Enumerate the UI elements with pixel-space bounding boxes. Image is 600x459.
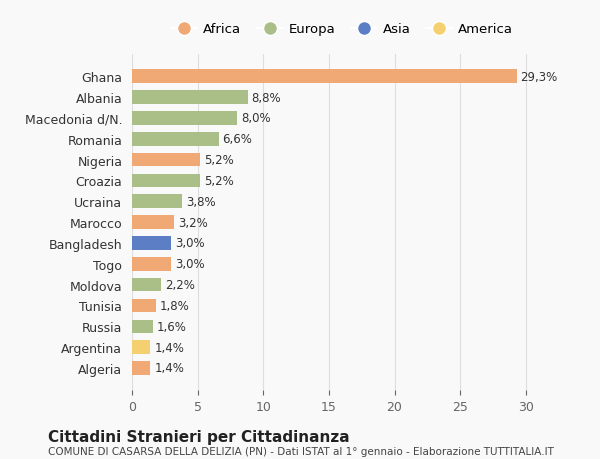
- Bar: [132, 237, 172, 250]
- Text: 1,4%: 1,4%: [154, 362, 184, 375]
- Text: 3,0%: 3,0%: [175, 237, 205, 250]
- Text: 3,2%: 3,2%: [178, 216, 208, 229]
- Bar: [132, 133, 218, 146]
- Bar: [132, 91, 248, 105]
- Text: 2,2%: 2,2%: [165, 279, 194, 291]
- Bar: [132, 361, 151, 375]
- Text: 3,8%: 3,8%: [186, 196, 215, 208]
- Bar: [132, 216, 174, 230]
- Text: 29,3%: 29,3%: [521, 71, 558, 84]
- Text: 8,0%: 8,0%: [241, 112, 271, 125]
- Bar: [132, 195, 182, 208]
- Text: 3,0%: 3,0%: [175, 257, 205, 271]
- Bar: [132, 299, 155, 313]
- Text: 5,2%: 5,2%: [204, 154, 234, 167]
- Bar: [132, 257, 172, 271]
- Bar: [132, 70, 517, 84]
- Bar: [132, 174, 200, 188]
- Text: 8,8%: 8,8%: [251, 91, 281, 104]
- Bar: [132, 112, 237, 125]
- Text: 1,6%: 1,6%: [157, 320, 187, 333]
- Bar: [132, 320, 153, 333]
- Bar: [132, 153, 200, 167]
- Bar: [132, 278, 161, 292]
- Text: COMUNE DI CASARSA DELLA DELIZIA (PN) - Dati ISTAT al 1° gennaio - Elaborazione T: COMUNE DI CASARSA DELLA DELIZIA (PN) - D…: [48, 446, 554, 456]
- Bar: [132, 341, 151, 354]
- Text: 1,4%: 1,4%: [154, 341, 184, 354]
- Text: 6,6%: 6,6%: [223, 133, 253, 146]
- Text: 1,8%: 1,8%: [160, 299, 190, 312]
- Legend: Africa, Europa, Asia, America: Africa, Europa, Asia, America: [166, 18, 518, 42]
- Text: 5,2%: 5,2%: [204, 174, 234, 188]
- Text: Cittadini Stranieri per Cittadinanza: Cittadini Stranieri per Cittadinanza: [48, 429, 350, 444]
